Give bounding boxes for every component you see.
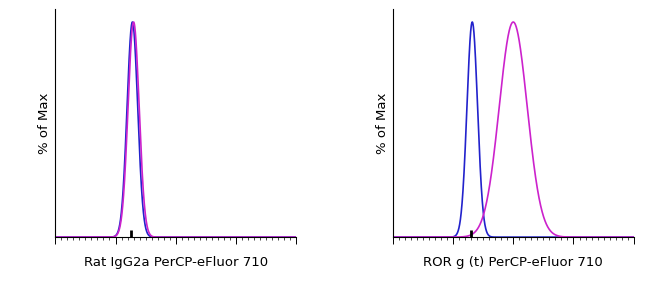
Y-axis label: % of Max: % of Max [376, 92, 389, 154]
X-axis label: Rat IgG2a PerCP-eFluor 710: Rat IgG2a PerCP-eFluor 710 [84, 256, 268, 269]
Y-axis label: % of Max: % of Max [38, 92, 51, 154]
X-axis label: ROR g (t) PerCP-eFluor 710: ROR g (t) PerCP-eFluor 710 [423, 256, 603, 269]
